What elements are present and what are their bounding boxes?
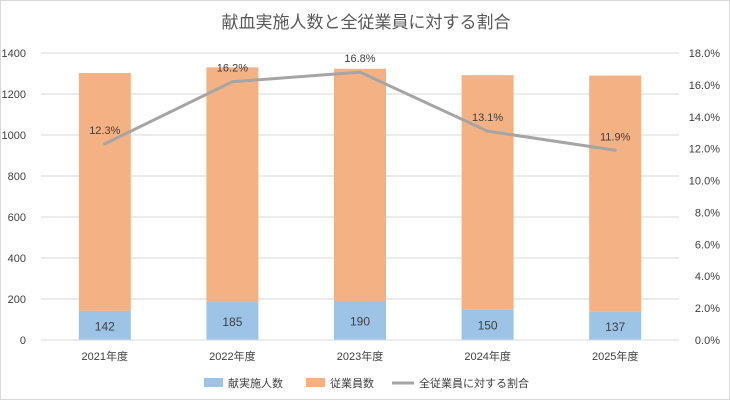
bar-donors — [589, 311, 642, 340]
ratio-data-label: 11.9% — [600, 131, 631, 143]
x-tick-label: 2021年度 — [82, 349, 128, 363]
ratio-data-label: 13.1% — [472, 112, 503, 124]
right-y-tick-label: 14.0% — [689, 112, 720, 124]
right-y-axis: 0.0% 2.0% 4.0% 6.0% 8.0% 10.0% 12.0% 14.0% 16.0%… — [689, 48, 720, 347]
ratio-point — [613, 148, 617, 152]
x-axis: 2021年度 2022年度 2023年度 2024年度 2025年度 — [41, 339, 679, 363]
left-y-tick-label: 600 — [8, 212, 26, 224]
left-y-tick-label: 1400 — [2, 48, 26, 60]
right-y-tick-label: 18.0% — [689, 48, 720, 60]
left-y-tick-label: 0 — [20, 335, 26, 347]
left-y-tick-label: 1000 — [2, 130, 26, 142]
chart-title: 献血実施人数と全従業員に対する割合 — [222, 13, 511, 32]
legend-swatch — [204, 378, 223, 387]
ratio-data-label: 16.2% — [217, 63, 248, 75]
donor-data-label: 142 — [95, 319, 115, 333]
right-y-tick-label: 6.0% — [695, 239, 720, 251]
ratio-point — [486, 129, 490, 133]
legend-label: 献実施人数 — [228, 376, 283, 390]
x-tick-label: 2023年度 — [337, 349, 383, 363]
ratio-point — [103, 142, 107, 146]
right-y-tick-label: 16.0% — [689, 80, 720, 92]
legend-swatch — [306, 378, 325, 387]
x-tick-label: 2024年度 — [464, 349, 510, 363]
ratio-data-labels: 12.3% 16.2% 16.8% 13.1% 11.9% — [89, 53, 630, 143]
donor-data-label: 190 — [350, 315, 370, 329]
left-y-tick-label: 200 — [8, 294, 26, 306]
bar-data-labels: 142 185 190 150 137 — [95, 315, 626, 334]
ratio-line-series — [103, 70, 617, 152]
right-y-tick-label: 4.0% — [695, 271, 720, 283]
right-y-tick-label: 2.0% — [695, 303, 720, 315]
bar-employees — [334, 68, 386, 302]
x-tick-label: 2022年度 — [209, 349, 255, 363]
legend-label: 全従業員に対する割合 — [419, 376, 529, 390]
bar-employees — [206, 67, 259, 303]
bar-donors — [334, 301, 386, 340]
bar-series — [78, 67, 642, 340]
donor-data-label: 185 — [222, 315, 242, 329]
ratio-data-label: 16.8% — [344, 53, 375, 65]
left-y-tick-label: 1200 — [2, 89, 26, 101]
right-y-tick-label: 10.0% — [689, 176, 720, 188]
ratio-point — [230, 80, 234, 84]
legend-label: 従業員数 — [330, 377, 374, 390]
left-y-axis: 0 200 400 600 800 1000 1200 1400 — [2, 48, 26, 347]
right-y-tick-label: 12.0% — [689, 144, 720, 156]
ratio-point — [358, 70, 362, 74]
left-y-tick-label: 400 — [8, 253, 26, 265]
donor-data-label: 137 — [605, 320, 625, 334]
right-y-tick-label: 0.0% — [695, 335, 720, 347]
bar-donors — [78, 310, 131, 340]
right-y-tick-label: 8.0% — [695, 207, 720, 219]
bar-donors — [461, 309, 514, 340]
bar-employees — [589, 75, 642, 312]
x-tick-label: 2025年度 — [592, 349, 638, 363]
bar-donors — [206, 302, 259, 340]
left-y-tick-label: 800 — [8, 171, 26, 183]
legend: 献実施人数 従業員数 全従業員に対する割合 — [204, 376, 529, 390]
bar-employees — [461, 75, 514, 310]
donor-data-label: 150 — [478, 319, 498, 333]
bar-employees — [78, 73, 131, 311]
ratio-data-label: 12.3% — [89, 125, 120, 137]
